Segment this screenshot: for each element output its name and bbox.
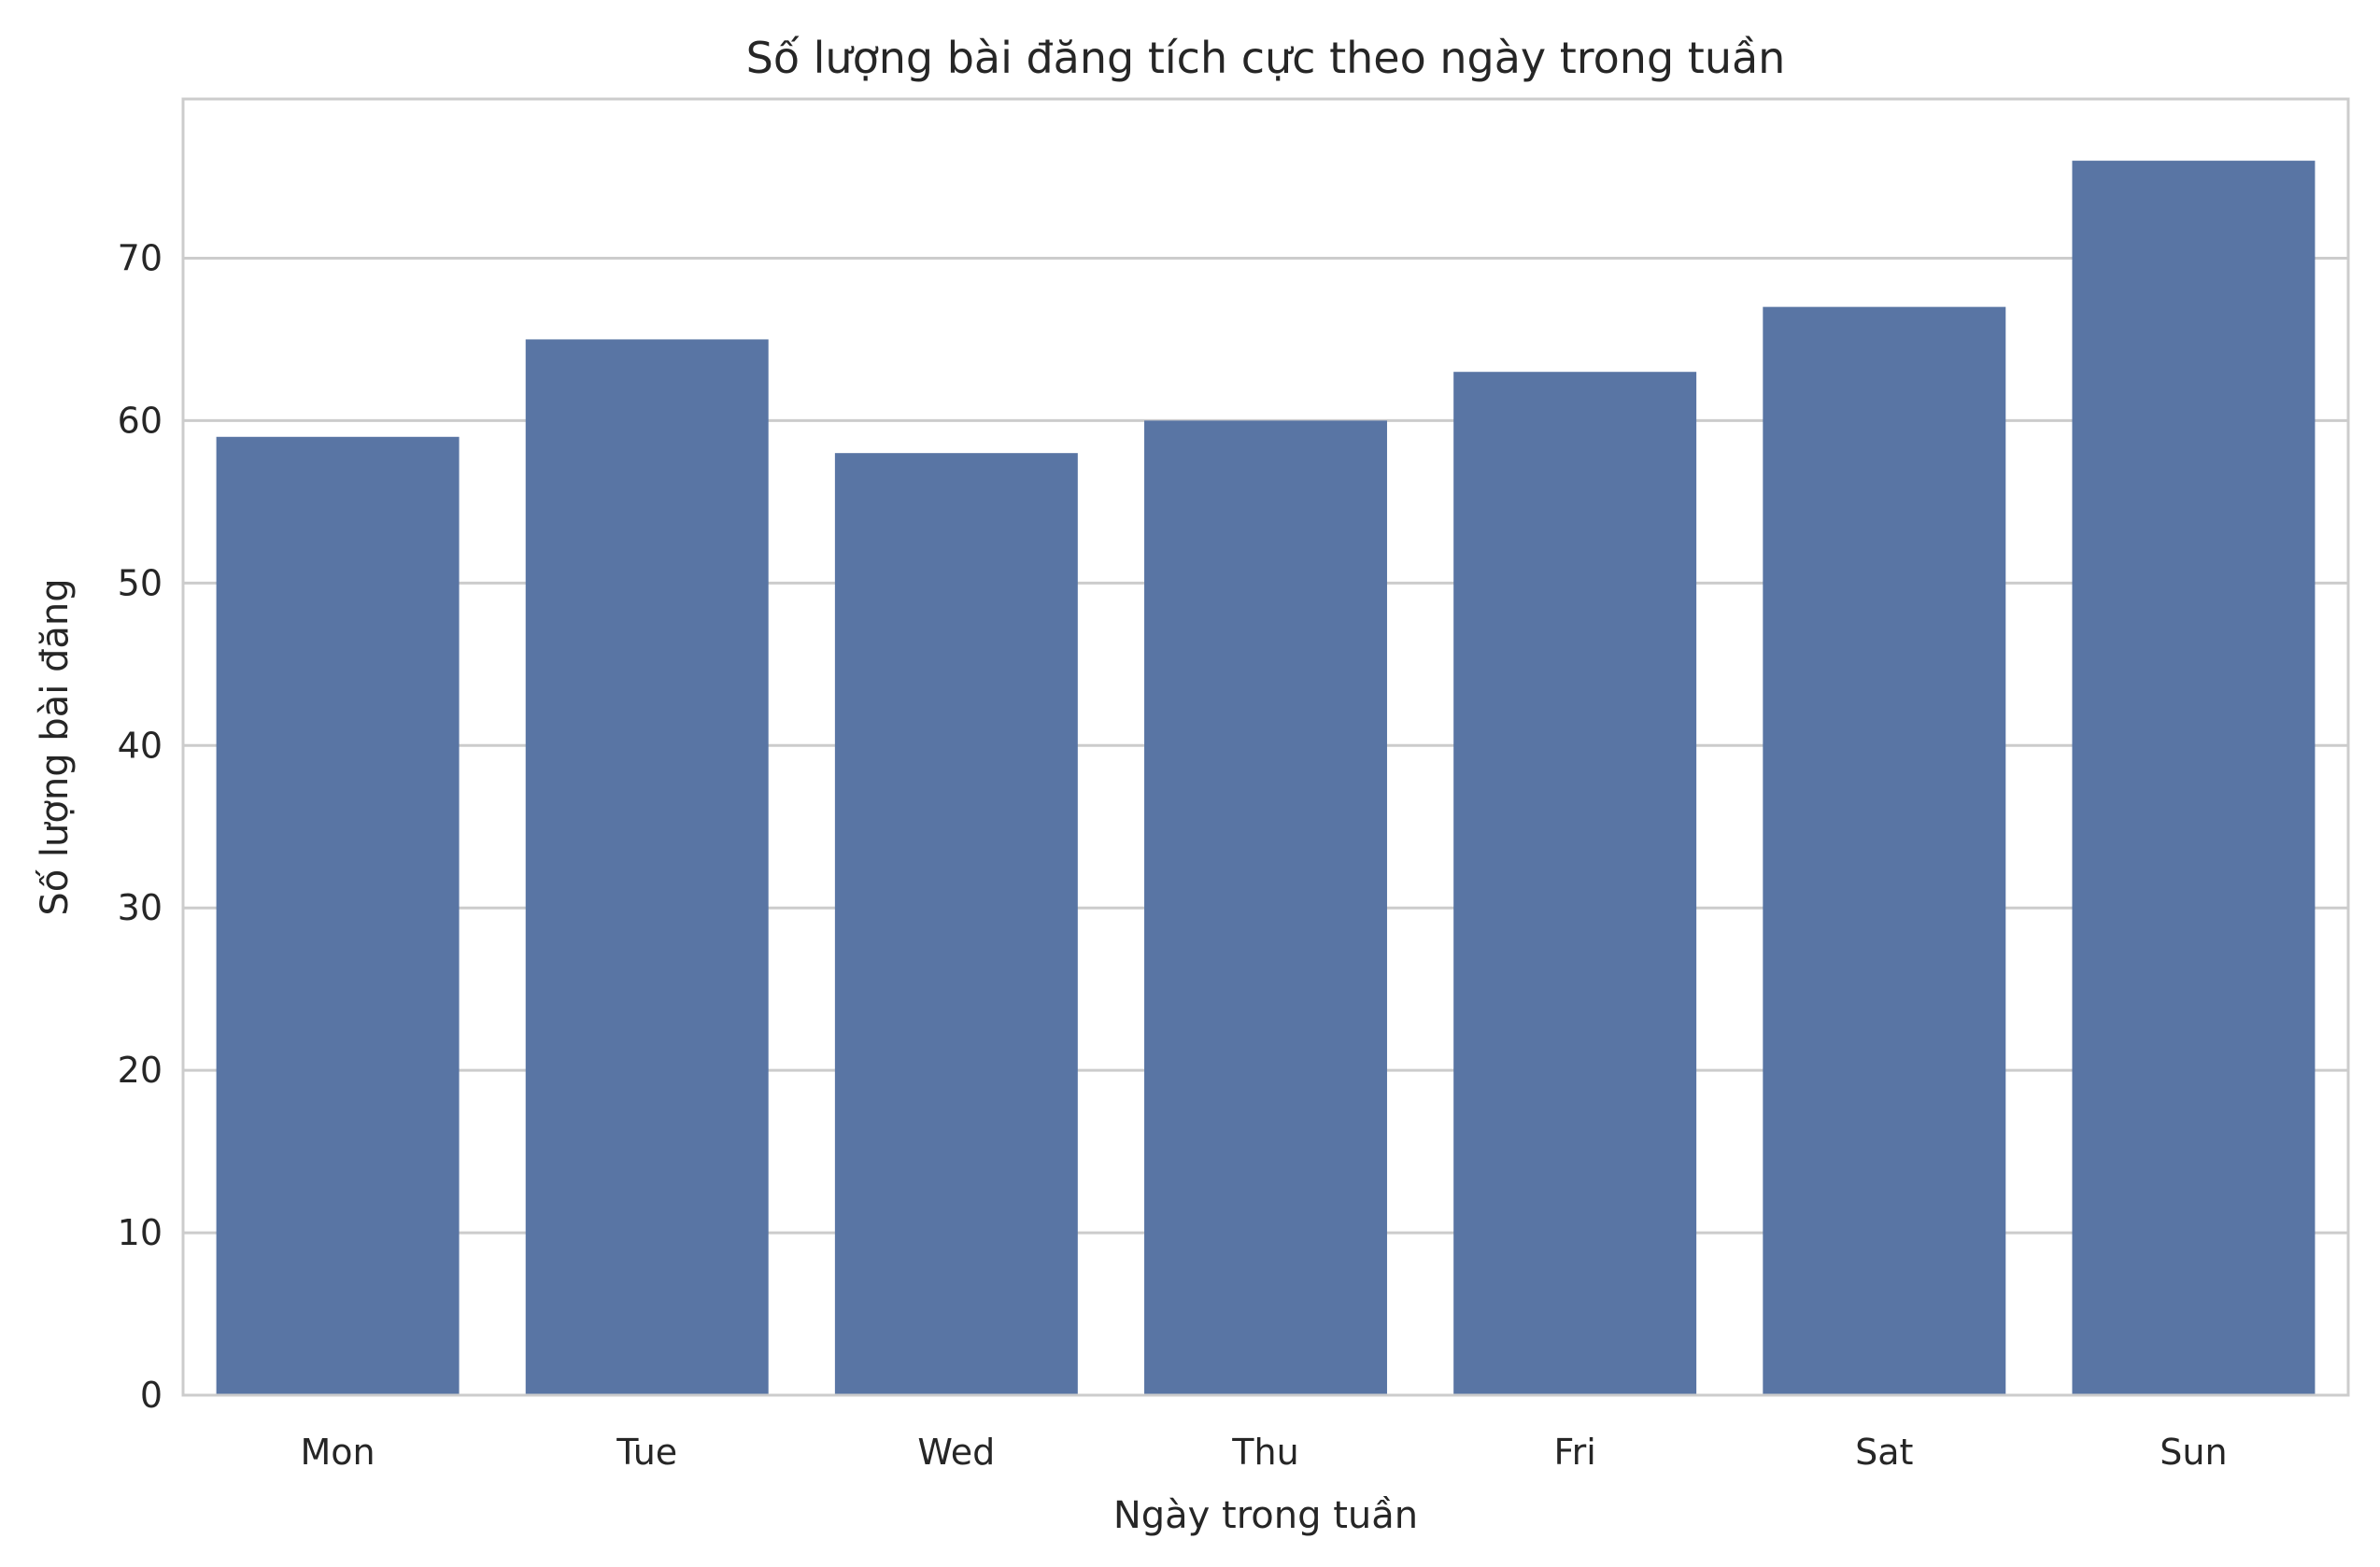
plot-frame [181, 97, 2350, 1397]
y-tick-label: 20 [118, 1050, 163, 1091]
bar-mon [216, 436, 460, 1396]
y-tick-labels: 0 10 20 30 40 50 60 70 [118, 237, 163, 1416]
x-tick-label-tue: Tue [616, 1432, 677, 1473]
y-tick-label: 10 [118, 1212, 163, 1253]
y-tick-label: 0 [140, 1375, 163, 1416]
bar-wed [834, 453, 1078, 1395]
y-tick-label: 70 [118, 237, 163, 278]
bar-fri [1453, 372, 1697, 1395]
bars [216, 161, 2316, 1396]
x-tick-label-sun: Sun [2160, 1432, 2227, 1473]
y-tick-label: 30 [118, 887, 163, 928]
y-axis-label: Số lượng bài đăng [34, 578, 77, 915]
x-tick-label-thu: Thu [1231, 1432, 1298, 1473]
x-tick-label-mon: Mon [301, 1432, 375, 1473]
x-tick-labels: Mon Tue Wed Thu Fri Sat Sun [301, 1432, 2228, 1473]
bar-sat [1763, 306, 2006, 1395]
y-tick-label: 40 [118, 725, 163, 766]
bar-tue [525, 339, 769, 1395]
y-tick-label: 60 [118, 400, 163, 441]
bar-thu [1144, 420, 1387, 1395]
x-tick-label-fri: Fri [1554, 1432, 1596, 1473]
chart-title: Số lượng bài đăng tích cực theo ngày tro… [746, 33, 1786, 83]
y-tick-label: 50 [118, 562, 163, 603]
x-tick-label-sat: Sat [1855, 1432, 1913, 1473]
x-tick-label-wed: Wed [917, 1432, 995, 1473]
x-axis-label: Ngày trong tuần [1113, 1494, 1418, 1537]
bar-sun [2072, 161, 2316, 1396]
